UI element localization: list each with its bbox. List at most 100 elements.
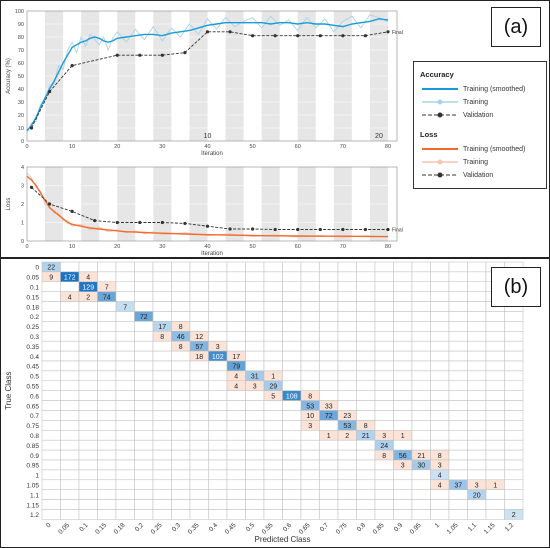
cm-cell	[245, 509, 265, 520]
cm-cell	[245, 301, 265, 312]
cm-cell	[504, 420, 524, 431]
cm-cell	[263, 311, 283, 322]
cm-cell	[152, 281, 172, 292]
cm-cell	[208, 321, 228, 332]
cm-cell-value: 8	[364, 423, 368, 430]
cm-row-label: 0	[35, 265, 39, 272]
cm-cell	[226, 311, 246, 322]
cm-cell	[411, 489, 431, 500]
cm-cell	[430, 301, 450, 312]
cm-cell	[208, 281, 228, 292]
cm-cell-value: 102	[212, 354, 224, 361]
cm-cell	[41, 410, 61, 421]
x-tick-label: 30	[159, 144, 165, 150]
cm-cell	[319, 340, 339, 352]
cm-cell	[337, 321, 357, 332]
cm-cell	[208, 380, 228, 391]
x-tick-label: 10	[69, 244, 75, 250]
cm-cell-value: 72	[325, 413, 333, 420]
cm-cell	[263, 489, 283, 500]
cm-cell	[393, 469, 413, 481]
cm-cell	[485, 439, 505, 451]
cm-cell	[282, 261, 302, 273]
cm-cell	[356, 439, 376, 451]
cm-cell	[152, 410, 172, 421]
cm-cell	[467, 509, 487, 520]
cm-cell	[411, 331, 431, 342]
cm-cell	[134, 449, 154, 461]
cm-cell	[467, 350, 487, 362]
cm-cell	[411, 301, 431, 312]
legend-item-acc-validation: Validation	[420, 110, 493, 120]
cm-cell	[152, 390, 172, 401]
y-tick-label: 0	[21, 139, 24, 145]
legend-label: Validation	[463, 171, 494, 179]
cm-cell	[245, 291, 265, 302]
cm-cell	[467, 271, 487, 283]
cm-cell	[263, 281, 283, 292]
cm-cell	[337, 390, 357, 401]
cm-cell	[245, 271, 265, 283]
cm-cell	[171, 410, 191, 421]
cm-row-label: 0.3	[30, 334, 39, 341]
cm-cell	[467, 499, 487, 510]
cm-cell-value: 1	[401, 433, 405, 440]
cm-cell	[411, 291, 431, 302]
cm-cell	[41, 291, 61, 302]
cm-cell	[97, 390, 117, 401]
cm-cell	[319, 321, 339, 332]
x-tick-label: 70	[340, 144, 346, 150]
cm-cell	[356, 311, 376, 322]
cm-cell	[226, 331, 246, 342]
validation-point	[138, 53, 142, 57]
cm-cell-value: 4	[438, 473, 442, 480]
cm-cell	[60, 509, 80, 520]
cm-row-label: 0.9	[30, 453, 39, 460]
cm-cell	[60, 331, 80, 342]
cm-cell	[208, 390, 228, 401]
cm-cell	[97, 489, 117, 500]
cm-col-label: 0.1	[78, 522, 90, 534]
validation-point	[183, 221, 187, 226]
cm-cell	[115, 311, 135, 322]
cm-cell	[393, 380, 413, 391]
cm-cell	[300, 261, 320, 273]
cm-cell	[263, 340, 283, 352]
cm-cell	[485, 370, 505, 382]
cm-cell	[78, 449, 98, 461]
cm-cell	[504, 509, 524, 520]
y-tick-label: 0	[21, 239, 24, 245]
cm-cell	[393, 340, 413, 352]
cm-cell	[430, 400, 450, 411]
panel-label-a: (a)	[491, 7, 541, 47]
cm-cell	[282, 430, 302, 441]
cm-cell	[411, 311, 431, 322]
validation-point	[160, 220, 164, 225]
cm-cell	[208, 509, 228, 520]
cm-cell	[152, 380, 172, 391]
cm-cell	[485, 410, 505, 421]
cm-cell	[115, 479, 135, 490]
cm-cell	[374, 509, 394, 520]
validation-point	[296, 34, 300, 38]
cm-col-label: 0.45	[224, 522, 238, 536]
cm-cell	[300, 479, 320, 490]
cm-cell	[245, 430, 265, 441]
cm-cell	[485, 340, 505, 352]
cm-cell	[152, 479, 172, 490]
cm-cell	[60, 400, 80, 411]
legend-swatch-acc-validation	[422, 112, 458, 118]
cm-cell	[245, 321, 265, 332]
cm-cell	[467, 311, 487, 322]
cm-cell	[282, 360, 302, 372]
panel-a-training-progress: 0 10 20 30 40 50 60 70 80 0 10 20 30 40 50 60 70 80 90 100 I…	[0, 0, 550, 258]
cm-cell-value: 72	[140, 314, 148, 321]
cm-cell	[263, 410, 283, 421]
validation-point	[363, 34, 368, 38]
cm-cell-value: 31	[251, 374, 259, 381]
cm-cell-value: 4	[68, 294, 72, 301]
cm-cell	[374, 499, 394, 510]
cm-cell	[78, 479, 98, 490]
cm-cell	[78, 410, 98, 421]
cm-cell-value: 79	[232, 364, 240, 371]
